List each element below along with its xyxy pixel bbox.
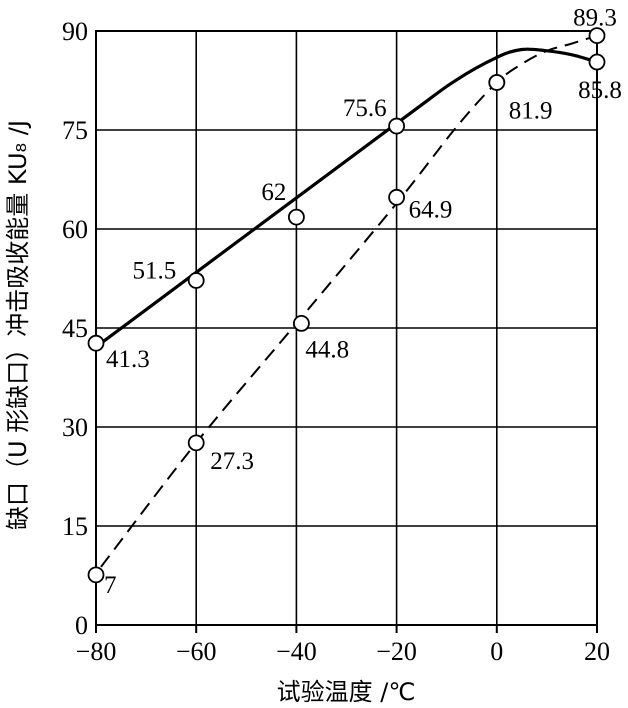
x-tick-label: 20 xyxy=(584,637,610,666)
data-label: 64.9 xyxy=(409,196,453,223)
y-tick-label: 30 xyxy=(62,413,88,442)
data-point-marker xyxy=(187,272,205,289)
data-label: 7 xyxy=(104,572,117,599)
data-point-marker xyxy=(388,188,406,206)
y-tick-label: 15 xyxy=(62,512,88,541)
data-label: 27.3 xyxy=(210,448,254,475)
x-tick-label: −60 xyxy=(176,637,217,666)
y-tick-label: 60 xyxy=(62,215,88,244)
y-axis-title: 缺口（U 形缺口）冲击吸收能量 KU₈ /J xyxy=(4,120,32,530)
solid-series-line xyxy=(100,47,598,345)
data-label: 62 xyxy=(261,179,286,206)
dashed-series-line xyxy=(100,34,598,568)
data-label: 85.8 xyxy=(578,77,622,104)
data-point-marker xyxy=(588,53,606,71)
data-point-marker xyxy=(87,566,105,584)
data-point-marker xyxy=(287,208,305,226)
x-tick-label: −40 xyxy=(276,637,317,666)
data-point-marker xyxy=(293,314,310,332)
data-markers xyxy=(87,27,606,584)
y-tick-label: 75 xyxy=(62,116,88,145)
plot-frame xyxy=(95,30,598,626)
x-axis-title: 试验温度 /℃ xyxy=(277,678,416,706)
tick-labels: −80 −60 −40 −20 0 20 0 15 30 45 60 75 90 xyxy=(62,17,610,666)
y-tick-label: 90 xyxy=(62,17,88,46)
data-label: 89.3 xyxy=(573,5,617,32)
y-tick-label: 45 xyxy=(62,314,88,343)
data-label: 44.8 xyxy=(305,336,349,363)
series-curves xyxy=(100,34,598,568)
data-point-marker xyxy=(488,74,506,91)
data-point-marker xyxy=(87,334,105,352)
x-tick-label: −20 xyxy=(376,637,417,666)
data-label: 41.3 xyxy=(106,346,150,373)
x-tick-label: −80 xyxy=(76,637,117,666)
x-tick-label: 0 xyxy=(490,637,503,666)
data-labels: 41.3 51.5 62 75.6 81.9 85.8 7 27.3 44.8 64.9 89.3 xyxy=(104,5,622,599)
data-label: 75.6 xyxy=(343,95,387,122)
data-point-marker xyxy=(388,117,406,135)
data-point-marker xyxy=(187,434,205,452)
data-label: 51.5 xyxy=(132,257,176,284)
y-tick-label: 0 xyxy=(75,611,88,640)
data-label: 81.9 xyxy=(509,97,553,124)
data-point-marker xyxy=(588,27,606,45)
